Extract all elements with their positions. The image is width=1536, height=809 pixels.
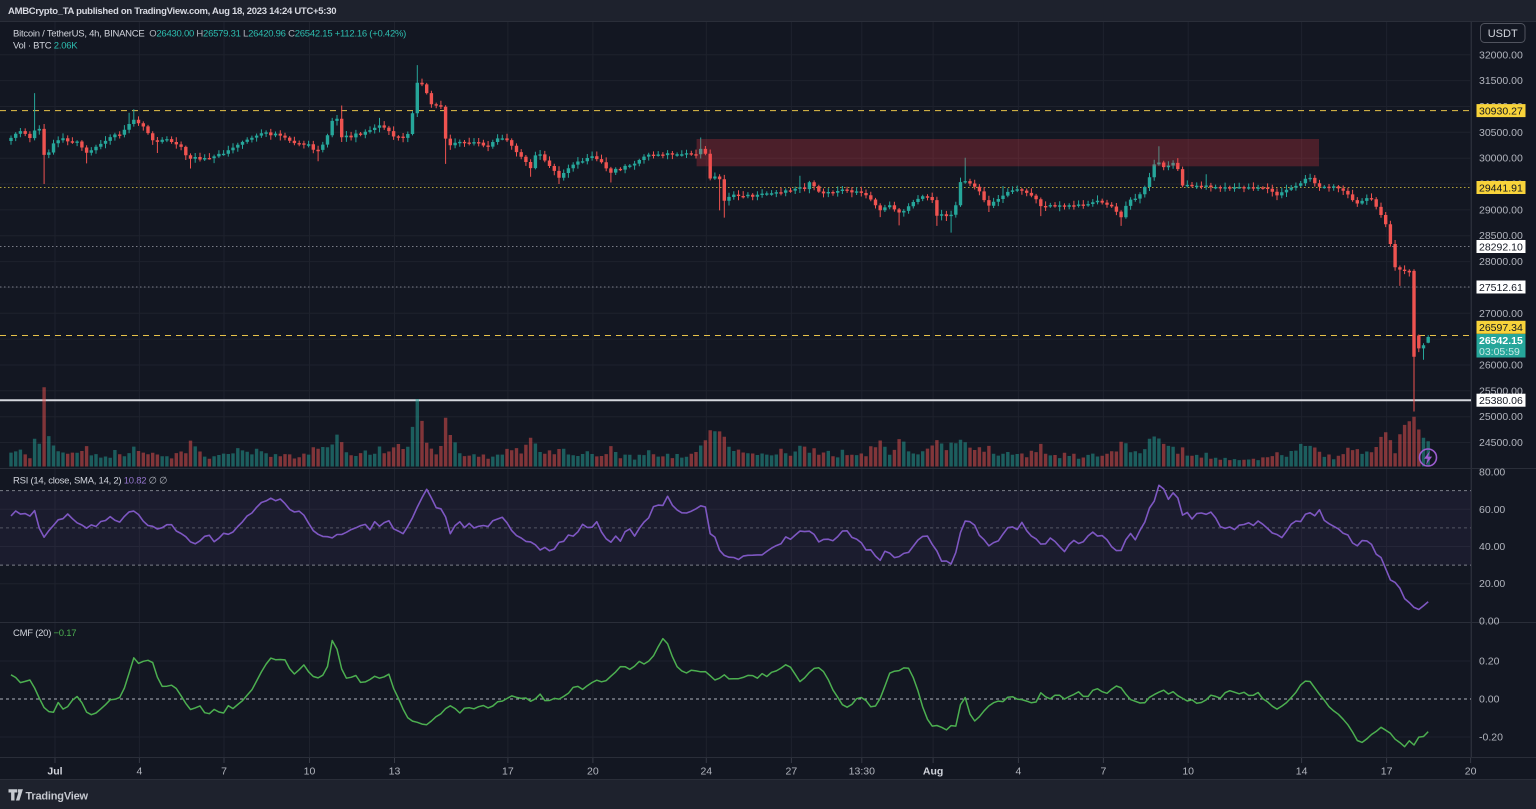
- svg-text:24500.00: 24500.00: [1479, 437, 1523, 449]
- svg-text:29441.91: 29441.91: [1479, 182, 1523, 194]
- svg-text:20: 20: [587, 766, 599, 778]
- svg-text:27000.00: 27000.00: [1479, 308, 1523, 320]
- svg-text:30500.00: 30500.00: [1479, 127, 1523, 139]
- svg-text:RSI (14, close, SMA, 14, 2) 10: RSI (14, close, SMA, 14, 2) 10.82 ∅ ∅: [13, 476, 167, 487]
- svg-text:13:30: 13:30: [849, 766, 875, 778]
- svg-text:Vol · BTC 2.06K: Vol · BTC 2.06K: [13, 41, 78, 52]
- svg-text:25000.00: 25000.00: [1479, 411, 1523, 423]
- svg-text:Bitcoin / TetherUS, 4h, BINANC: Bitcoin / TetherUS, 4h, BINANCE O26430.0…: [13, 29, 406, 40]
- svg-text:0.20: 0.20: [1479, 656, 1500, 668]
- svg-text:CMF (20) −0.17: CMF (20) −0.17: [13, 628, 76, 639]
- svg-text:80.00: 80.00: [1479, 467, 1505, 479]
- svg-text:31500.00: 31500.00: [1479, 75, 1523, 87]
- svg-text:-0.20: -0.20: [1479, 732, 1503, 744]
- svg-text:27: 27: [786, 766, 798, 778]
- svg-text:20.00: 20.00: [1479, 578, 1505, 590]
- svg-text:30000.00: 30000.00: [1479, 153, 1523, 165]
- svg-text:03:05:59: 03:05:59: [1479, 346, 1520, 358]
- svg-text:USDT: USDT: [1488, 28, 1518, 40]
- svg-text:TradingView: TradingView: [26, 791, 89, 803]
- svg-text:24: 24: [700, 766, 712, 778]
- svg-text:13: 13: [389, 766, 401, 778]
- svg-text:28500.00: 28500.00: [1479, 230, 1523, 242]
- svg-text:26597.34: 26597.34: [1479, 322, 1523, 334]
- svg-text:Aug: Aug: [923, 766, 943, 778]
- svg-text:7: 7: [1100, 766, 1106, 778]
- svg-text:14: 14: [1296, 766, 1308, 778]
- svg-text:40.00: 40.00: [1479, 541, 1505, 553]
- svg-text:20: 20: [1465, 766, 1477, 778]
- svg-text:32000.00: 32000.00: [1479, 49, 1523, 61]
- svg-text:0.00: 0.00: [1479, 616, 1500, 628]
- svg-text:29000.00: 29000.00: [1479, 204, 1523, 216]
- svg-text:7: 7: [221, 766, 227, 778]
- svg-text:0.00: 0.00: [1479, 694, 1500, 706]
- svg-text:4: 4: [136, 766, 142, 778]
- svg-text:17: 17: [1381, 766, 1393, 778]
- svg-text:30930.27: 30930.27: [1479, 105, 1523, 117]
- svg-text:26000.00: 26000.00: [1479, 360, 1523, 372]
- svg-text:10: 10: [1182, 766, 1194, 778]
- svg-text:60.00: 60.00: [1479, 504, 1505, 516]
- svg-text:Jul: Jul: [47, 766, 62, 778]
- svg-text:28000.00: 28000.00: [1479, 256, 1523, 268]
- svg-text:26542.15: 26542.15: [1479, 335, 1523, 347]
- svg-text:17: 17: [502, 766, 514, 778]
- svg-text:10: 10: [304, 766, 316, 778]
- svg-text:AMBCrypto_TA published on Trad: AMBCrypto_TA published on TradingView.co…: [8, 6, 336, 17]
- svg-text:28292.10: 28292.10: [1479, 241, 1523, 253]
- svg-text:27512.61: 27512.61: [1479, 282, 1523, 294]
- svg-text:4: 4: [1015, 766, 1021, 778]
- svg-text:25380.06: 25380.06: [1479, 395, 1523, 407]
